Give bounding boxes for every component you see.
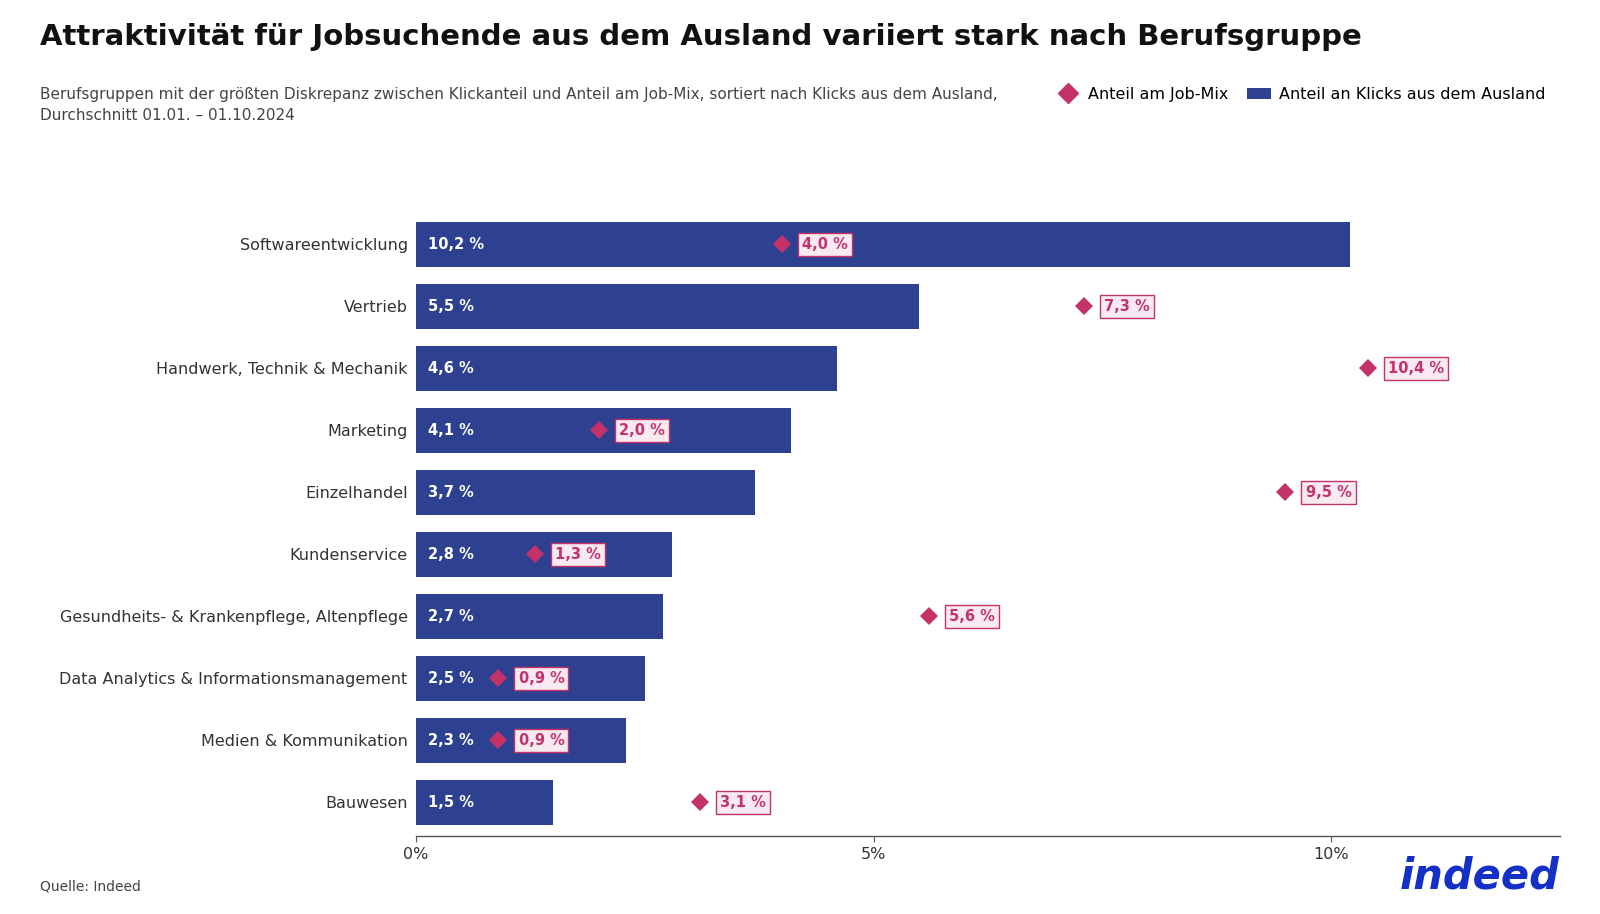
Bar (416, 470, 755, 515)
Text: 2,7 %: 2,7 % (427, 609, 474, 623)
Text: 5,6 %: 5,6 % (949, 609, 995, 623)
Text: 2,0 %: 2,0 % (619, 423, 666, 438)
Text: 4,6 %: 4,6 % (427, 361, 474, 376)
Text: 2,8 %: 2,8 % (427, 547, 474, 562)
Legend: Anteil am Job-Mix, Anteil an Klicks aus dem Ausland: Anteil am Job-Mix, Anteil an Klicks aus … (1050, 80, 1552, 108)
Text: 1,5 %: 1,5 % (427, 794, 474, 810)
Text: 5,5 %: 5,5 % (427, 299, 474, 314)
Bar (416, 222, 1349, 267)
Text: 3,7 %: 3,7 % (427, 484, 474, 500)
Text: 10,4 %: 10,4 % (1387, 361, 1445, 376)
Text: 9,5 %: 9,5 % (1306, 484, 1352, 500)
Text: 2,5 %: 2,5 % (427, 671, 474, 686)
Text: 10,2 %: 10,2 % (427, 237, 485, 252)
Text: 3,1 %: 3,1 % (720, 794, 766, 810)
Text: Attraktivität für Jobsuchende aus dem Ausland variiert stark nach Berufsgruppe: Attraktivität für Jobsuchende aus dem Au… (40, 23, 1362, 51)
Bar (416, 780, 554, 824)
Bar (416, 532, 672, 577)
Bar (416, 717, 627, 762)
Bar (416, 594, 662, 639)
Text: Berufsgruppen mit der größten Diskrepanz zwischen Klickanteil und Anteil am Job-: Berufsgruppen mit der größten Diskrepanz… (40, 87, 998, 122)
Text: indeed: indeed (1400, 856, 1560, 898)
Text: 4,1 %: 4,1 % (427, 423, 474, 438)
Text: Quelle: Indeed: Quelle: Indeed (40, 880, 141, 894)
Text: 0,9 %: 0,9 % (518, 733, 565, 748)
Text: 0,9 %: 0,9 % (518, 671, 565, 686)
Text: 1,3 %: 1,3 % (555, 547, 602, 562)
Bar (416, 284, 920, 329)
Bar (416, 408, 792, 452)
Bar (416, 656, 645, 700)
Text: 4,0 %: 4,0 % (802, 237, 848, 252)
Text: 2,3 %: 2,3 % (427, 733, 474, 748)
Text: 7,3 %: 7,3 % (1104, 299, 1150, 314)
Bar (416, 346, 837, 390)
